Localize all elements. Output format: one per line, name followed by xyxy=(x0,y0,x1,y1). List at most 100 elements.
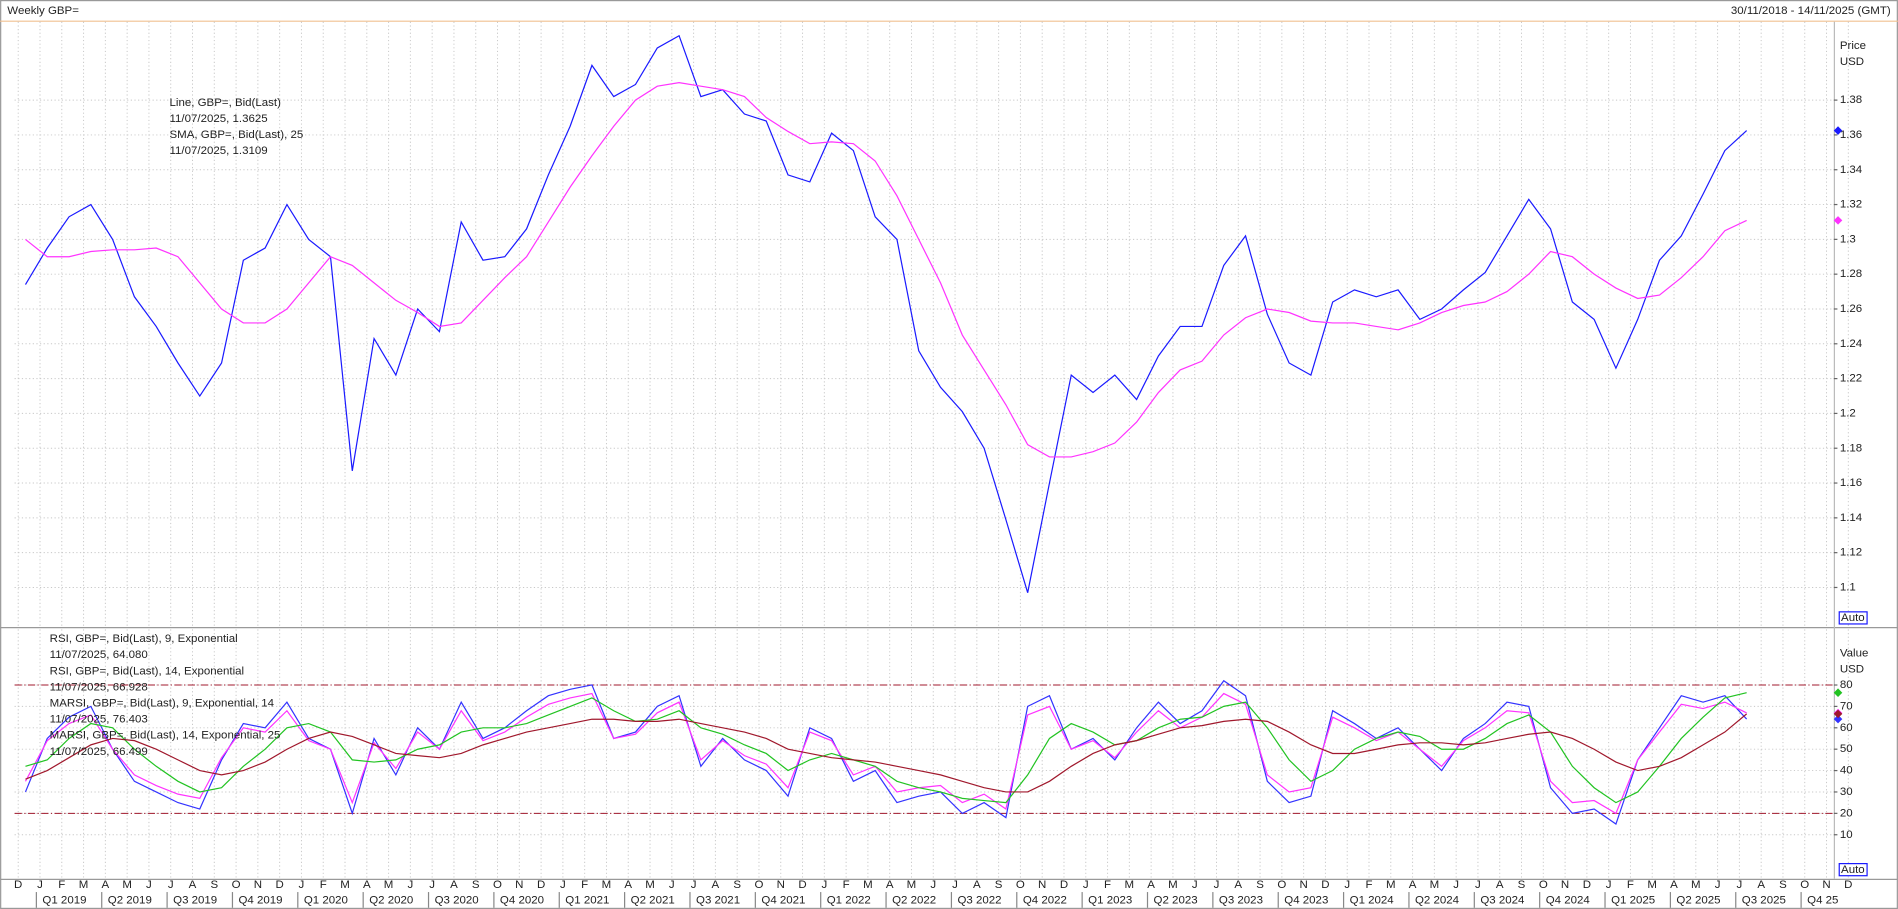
month-label: J xyxy=(1453,879,1459,891)
quarter-label: Q2 2024 xyxy=(1415,895,1460,907)
y-tick-label: 1.24 xyxy=(1840,338,1863,350)
series-line xyxy=(25,713,1748,793)
month-label: S xyxy=(733,879,741,891)
month-label: F xyxy=(1365,879,1372,891)
quarter-label: Q1 2022 xyxy=(827,895,871,907)
month-label: O xyxy=(1277,879,1286,891)
quarter-label: Q1 2023 xyxy=(1088,895,1132,907)
header-title: Weekly GBP= xyxy=(7,5,79,17)
quarter-label: Q2 2019 xyxy=(108,895,152,907)
y-tick-label: 80 xyxy=(1840,679,1853,691)
legend-value: 11/07/2025, 1.3109 xyxy=(170,145,268,157)
month-label: M xyxy=(863,879,873,891)
quarter-label: Q3 2019 xyxy=(173,895,217,907)
scale-button-box[interactable] xyxy=(1838,863,1868,877)
quarter-label: Q2 2020 xyxy=(369,895,413,907)
month-label: A xyxy=(1409,879,1417,891)
month-label: S xyxy=(1779,879,1787,891)
y-tick-label: 50 xyxy=(1840,743,1853,755)
month-label: M xyxy=(1691,879,1701,891)
quarter-label: Q4 2020 xyxy=(500,895,544,907)
month-label: J xyxy=(1737,879,1743,891)
series-line xyxy=(25,82,1747,458)
y-tick-label: 1.34 xyxy=(1840,164,1863,176)
month-label: F xyxy=(581,879,588,891)
y-tick-label: 1.2 xyxy=(1840,407,1856,419)
quarter-label: Q3 2023 xyxy=(1219,895,1263,907)
y-tick-label: 1.14 xyxy=(1840,512,1863,524)
legend-value: 11/07/2025, 76.403 xyxy=(50,714,148,726)
y-tick-label: 1.18 xyxy=(1840,442,1862,454)
quarter-label: Q2 2023 xyxy=(1154,895,1198,907)
legend-name: Line, GBP=, Bid(Last) xyxy=(170,97,282,109)
legend-value: 11/07/2025, 1.3625 xyxy=(170,113,268,125)
month-label: N xyxy=(515,879,523,891)
month-label: N xyxy=(1038,879,1046,891)
scale-button-box[interactable] xyxy=(1838,611,1868,625)
month-label: J xyxy=(1475,879,1481,891)
month-label: J xyxy=(429,879,435,891)
month-label: J xyxy=(1083,879,1089,891)
month-label: J xyxy=(669,879,675,891)
month-label: N xyxy=(254,879,262,891)
legend-value: 11/07/2025, 64.080 xyxy=(50,649,148,661)
axis-label: USD xyxy=(1840,56,1864,68)
month-label: N xyxy=(1822,879,1830,891)
quarter-label: Q1 2021 xyxy=(565,895,609,907)
month-label: D xyxy=(1583,879,1591,891)
quarter-label: Q1 2024 xyxy=(1350,895,1395,907)
month-label: A xyxy=(1757,879,1765,891)
month-label: M xyxy=(907,879,917,891)
quarter-label: Q4 2023 xyxy=(1284,895,1328,907)
quarter-label: Q1 2025 xyxy=(1611,895,1655,907)
axis-label: USD xyxy=(1840,663,1864,675)
month-label: A xyxy=(450,879,458,891)
y-tick-label: 1.3 xyxy=(1840,233,1856,245)
month-label: J xyxy=(299,879,305,891)
scale-button[interactable]: Auto xyxy=(1841,612,1865,624)
month-label: M xyxy=(122,879,132,891)
scale-button[interactable]: Auto xyxy=(1841,864,1865,876)
month-label: D xyxy=(1844,879,1852,891)
y-tick-label: 1.38 xyxy=(1840,94,1862,106)
y-tick-label: 1.28 xyxy=(1840,268,1862,280)
series-line xyxy=(24,679,1748,825)
month-label: O xyxy=(1800,879,1809,891)
month-label: D xyxy=(276,879,284,891)
month-label: F xyxy=(58,879,65,891)
y-tick-label: 1.22 xyxy=(1840,373,1862,385)
quarter-label: Q4 25 xyxy=(1807,895,1838,907)
legend-name: SMA, GBP=, Bid(Last), 25 xyxy=(170,129,304,141)
quarter-label: Q4 2024 xyxy=(1546,895,1591,907)
quarter-label: Q2 2025 xyxy=(1676,895,1720,907)
month-label: J xyxy=(1715,879,1721,891)
month-label: D xyxy=(798,879,806,891)
month-label: M xyxy=(384,879,394,891)
series-line xyxy=(25,692,1747,804)
y-tick-label: 10 xyxy=(1840,829,1853,841)
month-label: M xyxy=(79,879,89,891)
month-label: O xyxy=(1016,879,1025,891)
legend-name: RSI, GBP=, Bid(Last), 14, Exponential xyxy=(50,665,244,677)
quarter-label: Q2 2022 xyxy=(892,895,936,907)
y-tick-label: 30 xyxy=(1840,786,1853,798)
legend-name: MARSI, GBP=, Bid(Last), 14, Exponential,… xyxy=(50,730,281,742)
month-label: O xyxy=(232,879,241,891)
quarter-label: Q4 2022 xyxy=(1023,895,1067,907)
y-tick-label: 1.36 xyxy=(1840,129,1862,141)
month-label: J xyxy=(168,879,174,891)
month-label: S xyxy=(1518,879,1526,891)
quarter-label: Q3 2021 xyxy=(696,895,740,907)
y-tick-label: 60 xyxy=(1840,722,1853,734)
legend-value: 11/07/2025, 66.499 xyxy=(50,746,148,758)
month-label: F xyxy=(1627,879,1634,891)
month-label: F xyxy=(1104,879,1111,891)
header-range: 30/11/2018 - 14/11/2025 (GMT) xyxy=(1731,5,1891,17)
month-label: J xyxy=(952,879,958,891)
month-label: S xyxy=(210,879,218,891)
month-label: A xyxy=(1670,879,1678,891)
legend-value: 11/07/2025, 66.928 xyxy=(50,681,148,693)
